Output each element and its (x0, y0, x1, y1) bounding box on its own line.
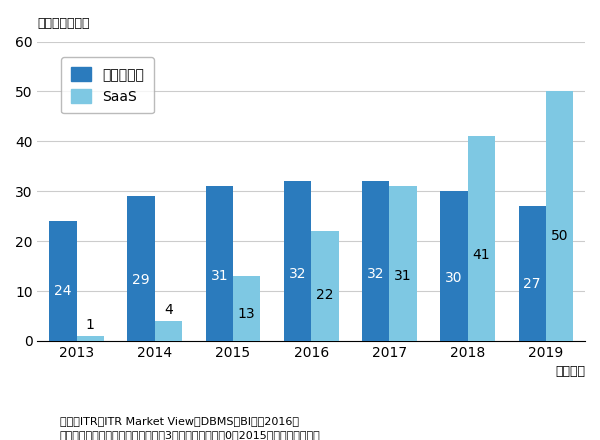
Text: 22: 22 (316, 288, 334, 302)
Text: 32: 32 (289, 267, 307, 281)
Text: 出典：ITR『ITR Market View：DBMS／BI市刄2016』: 出典：ITR『ITR Market View：DBMS／BI市刄2016』 (60, 416, 299, 426)
Text: 31: 31 (394, 269, 412, 283)
Bar (155, 321, 182, 341)
Bar (311, 231, 338, 341)
Text: 29: 29 (133, 273, 150, 287)
Bar (546, 92, 573, 341)
Bar (518, 206, 546, 341)
Text: 4: 4 (164, 304, 173, 317)
Text: 30: 30 (445, 271, 463, 285)
Bar (206, 186, 233, 341)
Text: 50: 50 (551, 229, 568, 243)
Text: 31: 31 (211, 269, 228, 283)
Text: 24: 24 (54, 284, 71, 297)
Text: 13: 13 (238, 307, 256, 321)
Text: 1: 1 (86, 319, 95, 332)
Bar (389, 186, 417, 341)
Bar (362, 181, 389, 341)
Bar (77, 336, 104, 341)
Bar (467, 136, 495, 341)
Bar (284, 181, 311, 341)
Text: （年度）: （年度） (555, 365, 585, 378)
Legend: パッケージ, SaaS: パッケージ, SaaS (61, 58, 154, 114)
Bar (233, 276, 260, 341)
Text: 27: 27 (523, 277, 541, 291)
Text: 41: 41 (473, 248, 490, 262)
Bar (127, 196, 155, 341)
Text: 32: 32 (367, 267, 385, 281)
Bar (440, 191, 467, 341)
Text: （単位：億円）: （単位：億円） (37, 17, 90, 29)
Bar (49, 221, 77, 341)
Text: ＊ベンダーの売上金額を対象とし、3月期ベースで换算0、2015年度以降は予測値: ＊ベンダーの売上金額を対象とし、3月期ベースで换算0、2015年度以降は予測値 (60, 430, 321, 440)
